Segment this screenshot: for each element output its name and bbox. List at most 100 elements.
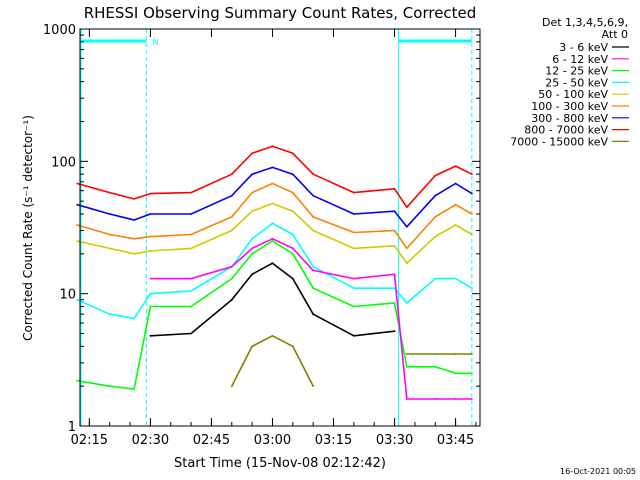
data-point bbox=[190, 213, 193, 215]
data-point bbox=[471, 353, 473, 355]
data-point bbox=[312, 313, 315, 316]
data-point bbox=[353, 287, 355, 290]
axes: 02:15 02:30 02:45 03:00 03:15 03:30 03:45 1 10 10… bbox=[43, 23, 480, 448]
data-point bbox=[312, 194, 315, 197]
data-point bbox=[76, 379, 79, 382]
data-point bbox=[405, 365, 408, 368]
data-point bbox=[271, 237, 274, 240]
data-point bbox=[353, 213, 355, 215]
data-point bbox=[76, 224, 79, 226]
data-point bbox=[108, 247, 111, 250]
data-point bbox=[271, 166, 274, 169]
data-point bbox=[271, 334, 274, 337]
data-point bbox=[471, 372, 473, 375]
data-point bbox=[251, 345, 254, 348]
data-point bbox=[149, 213, 152, 215]
legend-label: 100 - 300 keV bbox=[531, 100, 608, 113]
y-tick-label: 10 bbox=[59, 288, 76, 303]
legend-label: 3 - 6 keV bbox=[559, 41, 608, 54]
series-layer bbox=[76, 145, 473, 400]
data-point bbox=[190, 277, 193, 280]
x-tick-label: 02:30 bbox=[132, 433, 169, 448]
data-point bbox=[271, 202, 274, 205]
x-tick-label: 03:45 bbox=[437, 433, 474, 448]
data-point bbox=[393, 287, 396, 290]
data-point bbox=[133, 198, 136, 200]
timestamp: 16-Oct-2021 00:05 bbox=[560, 467, 636, 476]
data-point bbox=[149, 277, 152, 280]
data-point bbox=[76, 298, 79, 301]
data-point bbox=[149, 250, 152, 252]
y-axis-label: Corrected Count Rate (s⁻¹ detector⁻¹) bbox=[21, 115, 35, 341]
series-line-50-100 bbox=[77, 202, 473, 264]
data-point bbox=[190, 247, 193, 250]
data-point bbox=[133, 317, 136, 320]
data-point bbox=[271, 182, 274, 185]
plot-frame bbox=[79, 28, 481, 427]
data-point bbox=[149, 235, 152, 238]
data-point bbox=[353, 247, 355, 250]
data-point bbox=[312, 216, 315, 218]
data-point bbox=[190, 233, 193, 236]
legend-label: 25 - 50 keV bbox=[545, 76, 608, 89]
data-point bbox=[190, 305, 193, 308]
data-point bbox=[454, 372, 457, 375]
data-point bbox=[405, 398, 408, 400]
data-point bbox=[312, 385, 315, 388]
x-tick-label: 02:45 bbox=[193, 433, 230, 448]
data-point bbox=[133, 252, 136, 255]
data-point bbox=[251, 247, 254, 250]
legend-label: 6 - 12 keV bbox=[552, 53, 608, 66]
data-point bbox=[271, 222, 274, 225]
data-point bbox=[108, 385, 111, 388]
data-point bbox=[133, 219, 136, 221]
data-point bbox=[251, 252, 254, 255]
data-point bbox=[251, 152, 254, 155]
data-point bbox=[76, 203, 79, 206]
series-line-300-800 bbox=[76, 166, 473, 228]
y-tick-label: 100 bbox=[51, 155, 76, 170]
data-point bbox=[393, 210, 396, 213]
data-point bbox=[190, 290, 193, 292]
data-point bbox=[251, 237, 254, 240]
data-point bbox=[133, 237, 136, 240]
data-point bbox=[454, 203, 457, 206]
data-point bbox=[454, 182, 457, 185]
data-point bbox=[108, 313, 111, 316]
data-point bbox=[434, 216, 437, 218]
data-point bbox=[108, 191, 111, 194]
data-point bbox=[353, 231, 355, 234]
data-point bbox=[149, 192, 152, 195]
data-point bbox=[471, 287, 473, 290]
data-point bbox=[454, 398, 457, 400]
series-line-25-50 bbox=[76, 222, 473, 320]
data-point bbox=[291, 252, 294, 255]
x-tick-label: 03:15 bbox=[315, 433, 352, 448]
data-point bbox=[291, 233, 294, 236]
legend-header-2: Att 0 bbox=[602, 28, 628, 41]
data-point bbox=[454, 224, 457, 226]
data-point bbox=[291, 173, 294, 176]
y-tick-label: 1000 bbox=[43, 23, 76, 38]
legend-label: 12 - 25 keV bbox=[545, 65, 608, 78]
data-point bbox=[312, 265, 315, 268]
data-point bbox=[271, 145, 274, 148]
data-point bbox=[271, 262, 274, 265]
data-point bbox=[393, 229, 396, 232]
attenuator-flag-markers: N bbox=[80, 29, 473, 426]
data-point bbox=[291, 152, 294, 155]
series-line-7000-15000 bbox=[231, 335, 314, 387]
data-point bbox=[230, 265, 233, 268]
data-point bbox=[230, 216, 233, 218]
data-point bbox=[405, 225, 408, 228]
y-tick-label: 1 bbox=[68, 420, 76, 435]
legend-label: 300 - 800 keV bbox=[531, 112, 608, 125]
data-point bbox=[393, 273, 396, 276]
data-point bbox=[251, 273, 254, 276]
data-point bbox=[251, 191, 254, 194]
data-point bbox=[454, 165, 457, 168]
data-point bbox=[108, 213, 111, 215]
data-point bbox=[133, 388, 136, 390]
data-point bbox=[312, 173, 315, 176]
series-line-3-6 bbox=[150, 262, 395, 337]
